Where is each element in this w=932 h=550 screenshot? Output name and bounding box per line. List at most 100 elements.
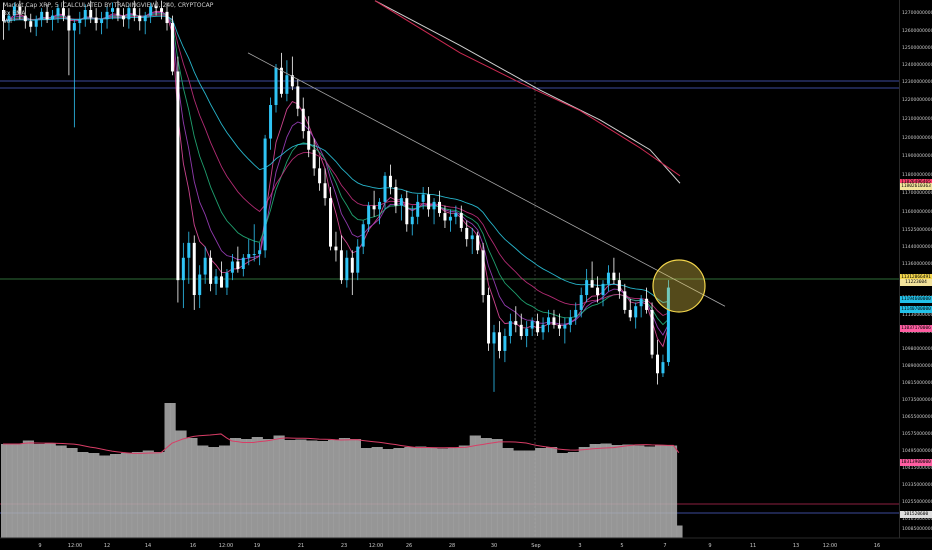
candle (285, 60, 289, 102)
candle (23, 6, 27, 29)
candle-body (612, 272, 616, 281)
volume-bar (431, 448, 438, 538)
candle (121, 8, 125, 27)
price-tag: 11802610363 (900, 183, 932, 191)
price-axis-label: 12100000000 (902, 116, 932, 122)
candle (2, 2, 5, 40)
candle-body (590, 280, 594, 288)
candle-body (72, 23, 76, 31)
candle (247, 239, 251, 266)
price-axis-label: 10890000000 (902, 363, 932, 369)
candle-body (661, 362, 665, 374)
volume-bar (349, 439, 356, 538)
candle-body (236, 261, 240, 269)
price-axis-label: 10655000000 (902, 414, 932, 420)
volume-bar (627, 444, 634, 538)
volume-bar (39, 444, 45, 538)
candle (378, 198, 382, 225)
volume-bar (382, 449, 389, 538)
candle-body (356, 246, 360, 273)
volume-bar (175, 430, 182, 538)
candle (650, 302, 654, 359)
volume-bar (104, 455, 111, 538)
candle-body (78, 19, 82, 24)
candle (656, 339, 659, 385)
candle (563, 317, 567, 344)
candle-body (372, 205, 376, 210)
candle-body (220, 276, 223, 288)
chart-title: Market Cap XRP, 5 (CALCULATED BY TRADING… (3, 2, 214, 9)
volume-bar (77, 452, 84, 538)
volume-bar (595, 444, 601, 538)
candle-body (639, 298, 643, 307)
candle-body (2, 10, 5, 22)
price-tag: 11037170006 (900, 325, 932, 333)
volume-bar (273, 435, 280, 538)
volume-bar (148, 450, 154, 538)
volume-bar (328, 440, 334, 538)
volume-bar (535, 448, 541, 538)
candle (241, 254, 245, 277)
volume-bar (251, 437, 258, 538)
candle (454, 205, 458, 225)
candle (45, 4, 49, 24)
candle (519, 313, 523, 340)
candle (132, 0, 136, 22)
candle (530, 317, 534, 337)
candle-body (361, 224, 365, 247)
volume-bar (665, 445, 672, 538)
candle-body (345, 257, 349, 281)
candle-body (634, 306, 638, 318)
price-axis-label: 11800000000 (902, 172, 932, 178)
volume-bar (142, 450, 149, 538)
price-axis-label: 12400000000 (902, 62, 932, 68)
price-tag: 11312066491 (900, 274, 932, 282)
price-axis-label: 12000000000 (902, 135, 932, 141)
candle (143, 11, 147, 35)
candle-body (606, 272, 610, 284)
candle-body (481, 250, 485, 296)
indicator-lines (3, 0, 681, 348)
candle (666, 280, 670, 366)
candle (230, 254, 234, 281)
candle-body (165, 11, 169, 24)
price-axis[interactable] (899, 0, 932, 538)
time-axis-label: 30 (491, 543, 497, 549)
candles (2, 0, 670, 392)
candle-body (225, 272, 229, 288)
candle (170, 15, 174, 76)
volume-bar (584, 447, 590, 538)
candle-body (563, 324, 567, 329)
candle (416, 194, 420, 225)
price-tag: 11223604 (900, 279, 932, 287)
candle-body (296, 86, 300, 109)
volume-bar (131, 452, 138, 538)
candle (329, 186, 332, 251)
price-axis-label: 11360000000 (902, 261, 932, 267)
candle (557, 313, 561, 337)
volume-bar (600, 443, 607, 538)
price-axis-label: 12300000000 (902, 79, 932, 85)
price-tag: 101520600 (900, 511, 932, 519)
candle-body (421, 194, 425, 202)
volume-bar (60, 445, 67, 538)
candle-body (214, 276, 218, 284)
candle-body (34, 19, 38, 27)
candle-body (536, 321, 540, 333)
candle-body (547, 317, 550, 325)
volume-bar (578, 447, 585, 538)
candle (394, 179, 398, 214)
volume-bar (633, 445, 639, 538)
volume-bar (518, 450, 525, 538)
candle-body (388, 175, 392, 187)
price-axis-label: 11525000000 (902, 227, 932, 233)
price-axis-label: 11600000000 (902, 209, 932, 215)
candle (290, 56, 294, 91)
volume-bar (235, 438, 242, 538)
candle-body (230, 261, 234, 273)
time-axis-label: 9 (38, 543, 41, 549)
candle (154, 0, 158, 16)
candle-body (394, 186, 398, 206)
